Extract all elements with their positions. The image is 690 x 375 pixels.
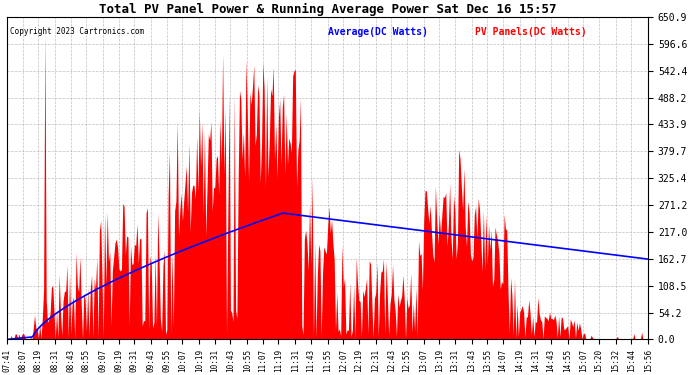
Title: Total PV Panel Power & Running Average Power Sat Dec 16 15:57: Total PV Panel Power & Running Average P… xyxy=(99,3,556,16)
Text: Copyright 2023 Cartronics.com: Copyright 2023 Cartronics.com xyxy=(10,27,145,36)
Text: Average(DC Watts): Average(DC Watts) xyxy=(328,27,428,37)
Text: PV Panels(DC Watts): PV Panels(DC Watts) xyxy=(475,27,586,37)
